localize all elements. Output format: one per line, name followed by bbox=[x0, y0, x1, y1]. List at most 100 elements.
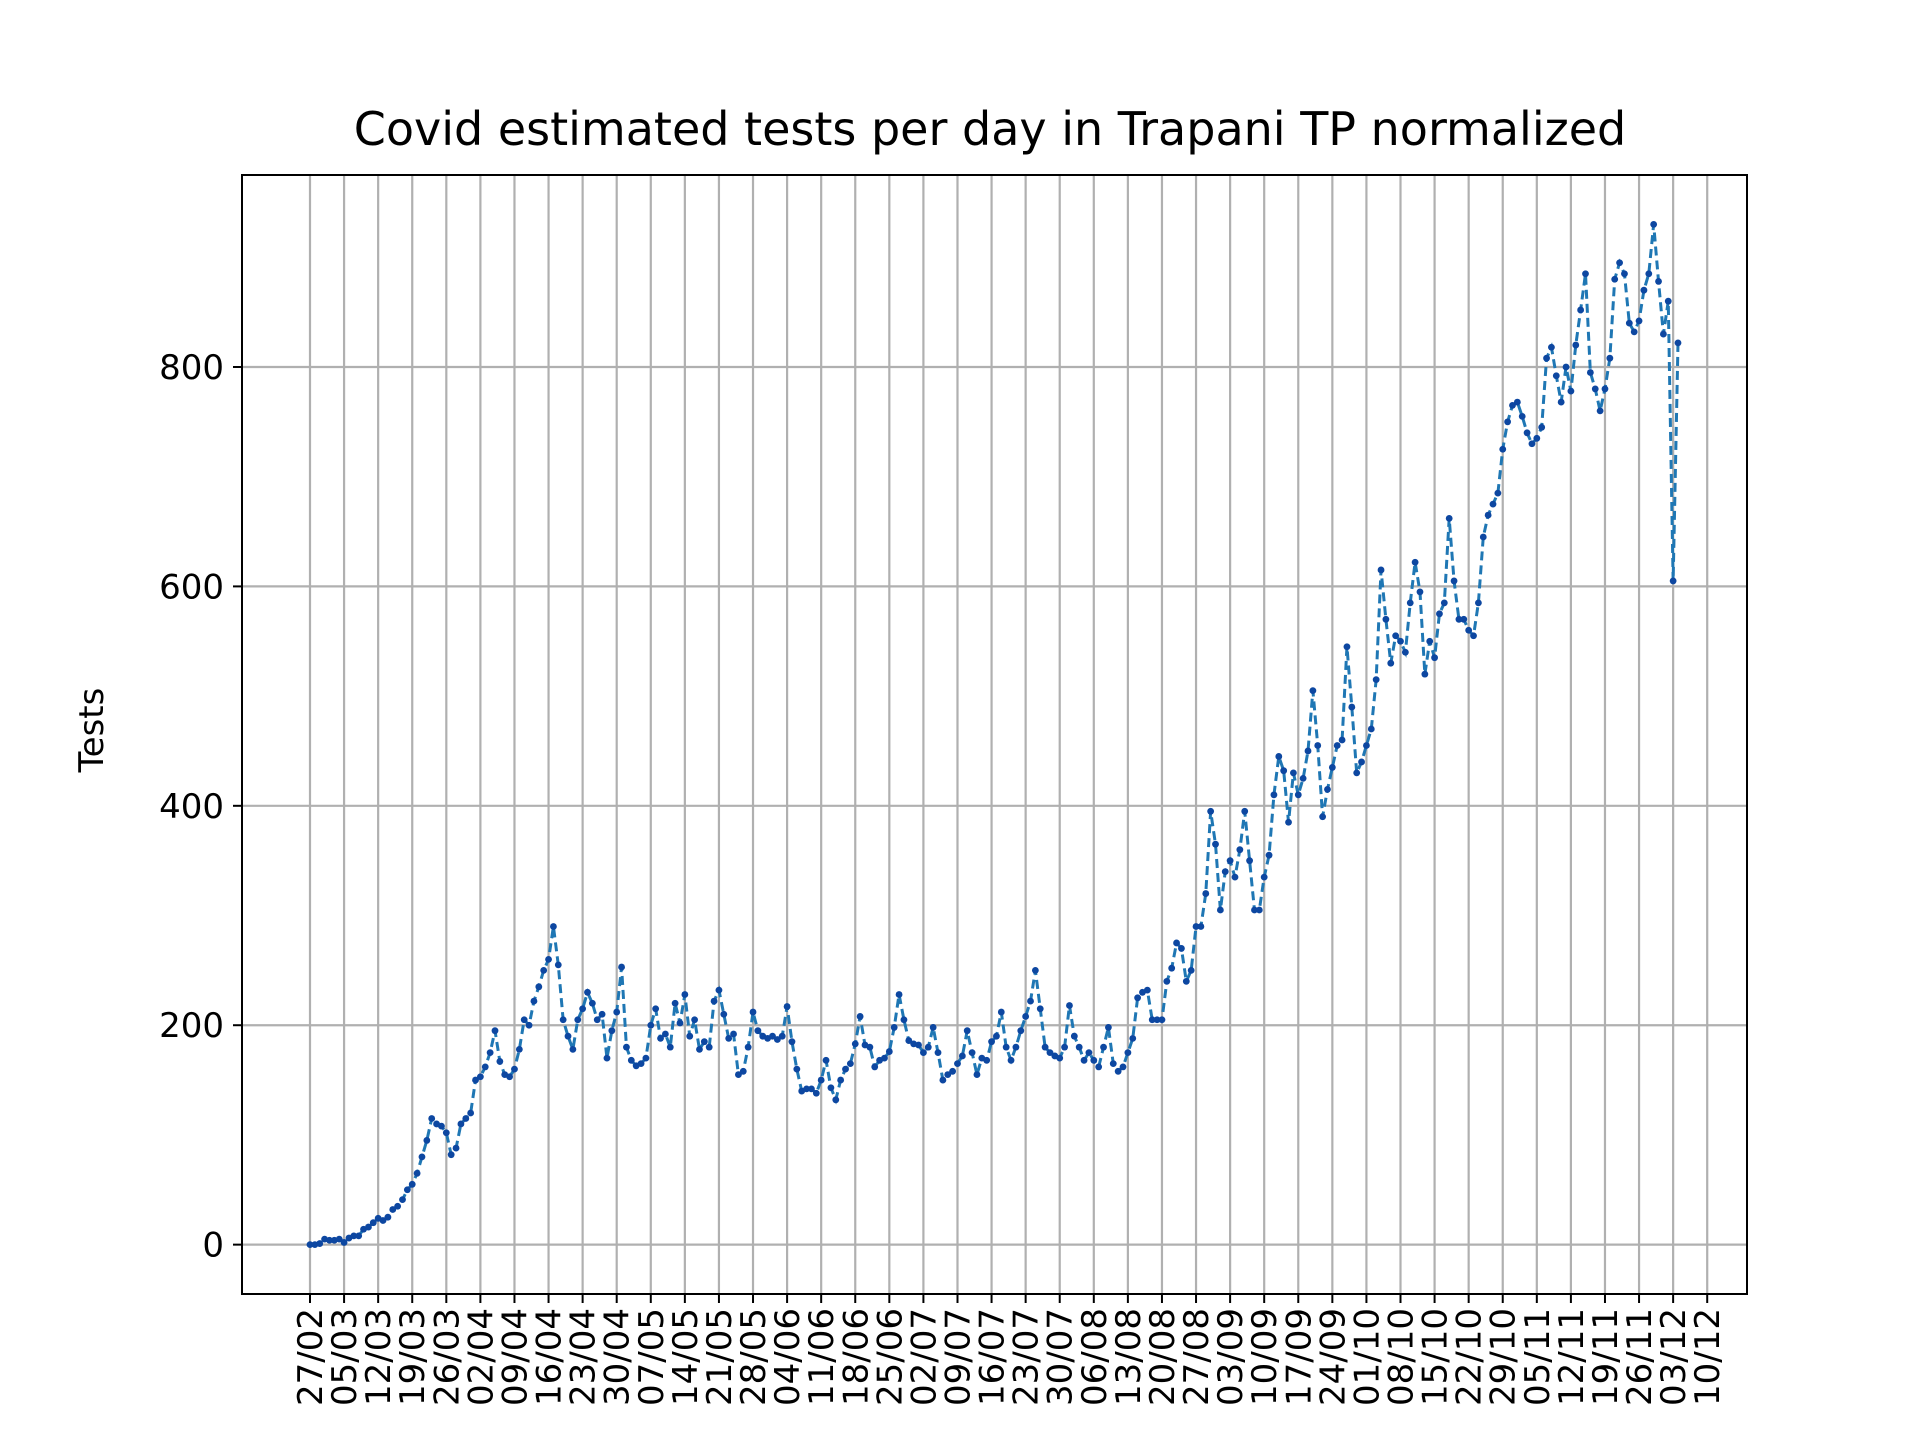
data-point bbox=[1606, 354, 1614, 362]
data-point bbox=[1216, 906, 1224, 914]
data-point bbox=[1070, 1032, 1078, 1040]
data-point bbox=[1100, 1043, 1107, 1051]
x-tick-label: 19/03 bbox=[393, 1308, 433, 1406]
data-point bbox=[1328, 764, 1336, 771]
data-point bbox=[584, 988, 591, 996]
x-tick-label: 05/03 bbox=[325, 1308, 365, 1406]
data-point bbox=[705, 1043, 713, 1051]
data-point bbox=[515, 1045, 523, 1053]
data-point bbox=[822, 1056, 830, 1064]
data-point bbox=[661, 1030, 669, 1038]
data-point bbox=[700, 1038, 708, 1046]
data-point bbox=[467, 1109, 475, 1117]
data-point bbox=[608, 1027, 616, 1035]
data-point bbox=[827, 1084, 835, 1092]
data-point bbox=[671, 999, 679, 1007]
data-point bbox=[369, 1219, 377, 1227]
x-tick-label: 06/08 bbox=[1075, 1308, 1115, 1406]
data-point bbox=[1586, 369, 1594, 376]
data-point bbox=[973, 1071, 981, 1078]
data-point bbox=[598, 1010, 606, 1018]
data-point bbox=[1002, 1043, 1010, 1051]
data-point bbox=[340, 1239, 348, 1246]
data-point bbox=[1401, 648, 1409, 656]
data-point bbox=[920, 1049, 927, 1057]
data-point bbox=[554, 961, 562, 969]
x-tick-label: 07/05 bbox=[632, 1308, 672, 1406]
x-tick-label: 14/05 bbox=[666, 1308, 706, 1406]
data-point bbox=[1066, 1002, 1073, 1009]
data-point bbox=[1367, 725, 1375, 733]
data-point bbox=[1075, 1043, 1083, 1051]
data-point bbox=[871, 1063, 879, 1071]
data-point bbox=[462, 1115, 470, 1122]
data-point bbox=[1343, 643, 1351, 651]
data-point bbox=[442, 1129, 450, 1137]
data-point bbox=[350, 1232, 358, 1240]
data-point bbox=[506, 1073, 513, 1081]
data-point bbox=[1372, 676, 1380, 684]
data-point bbox=[1168, 964, 1176, 972]
data-point bbox=[1421, 670, 1429, 678]
data-point bbox=[730, 1030, 737, 1038]
data-point bbox=[808, 1085, 815, 1093]
data-point bbox=[1202, 890, 1210, 897]
data-point bbox=[569, 1045, 577, 1053]
data-point bbox=[1445, 514, 1453, 522]
data-point bbox=[1562, 363, 1570, 371]
data-point bbox=[637, 1060, 645, 1068]
data-point bbox=[866, 1043, 874, 1051]
x-tick-label: 12/03 bbox=[359, 1308, 399, 1406]
data-point bbox=[924, 1043, 932, 1051]
x-tick-label: 05/11 bbox=[1518, 1308, 1558, 1406]
data-point bbox=[720, 1010, 728, 1018]
data-point bbox=[944, 1071, 952, 1078]
data-point bbox=[696, 1045, 703, 1053]
data-point bbox=[476, 1073, 484, 1081]
x-tick-label: 08/10 bbox=[1382, 1308, 1422, 1406]
data-point bbox=[1411, 558, 1419, 566]
data-point bbox=[1187, 966, 1195, 974]
data-point bbox=[1299, 774, 1307, 782]
data-point bbox=[1436, 610, 1443, 618]
data-point bbox=[1192, 923, 1200, 930]
x-tick-label: 23/07 bbox=[1007, 1308, 1047, 1406]
data-point bbox=[1504, 418, 1512, 426]
data-point bbox=[1499, 445, 1507, 453]
data-point bbox=[900, 1016, 908, 1024]
data-point bbox=[1523, 429, 1531, 437]
x-tick-label: 11/06 bbox=[802, 1308, 842, 1406]
data-point bbox=[545, 956, 552, 963]
data-point bbox=[1022, 1013, 1030, 1020]
x-tick-label: 24/09 bbox=[1313, 1308, 1353, 1406]
data-point bbox=[1319, 813, 1327, 821]
data-point bbox=[1577, 306, 1585, 314]
data-point bbox=[754, 1027, 762, 1035]
data-point bbox=[1382, 615, 1390, 623]
data-point bbox=[1085, 1049, 1093, 1057]
data-point bbox=[559, 1016, 567, 1024]
x-tick-label: 09/04 bbox=[495, 1308, 535, 1406]
data-point bbox=[1134, 994, 1142, 1002]
data-point bbox=[988, 1038, 995, 1046]
data-point bbox=[1241, 807, 1249, 815]
x-tick-label: 10/12 bbox=[1688, 1308, 1728, 1406]
data-point bbox=[851, 1040, 859, 1048]
data-point bbox=[1392, 632, 1400, 640]
data-point bbox=[773, 1036, 781, 1043]
data-point bbox=[316, 1240, 324, 1247]
data-point bbox=[355, 1232, 363, 1240]
data-point bbox=[379, 1217, 387, 1224]
data-point bbox=[1173, 939, 1180, 947]
x-tick-label: 19/11 bbox=[1586, 1308, 1626, 1406]
data-point bbox=[769, 1032, 776, 1040]
data-point bbox=[1338, 736, 1346, 744]
data-point bbox=[1616, 259, 1623, 267]
data-point bbox=[1358, 758, 1365, 766]
data-point bbox=[457, 1120, 465, 1128]
data-point bbox=[1625, 319, 1633, 327]
x-tick-label: 04/06 bbox=[768, 1308, 808, 1406]
x-tick-label: 10/09 bbox=[1245, 1308, 1285, 1406]
data-point bbox=[1431, 654, 1438, 662]
data-point bbox=[788, 1038, 796, 1046]
